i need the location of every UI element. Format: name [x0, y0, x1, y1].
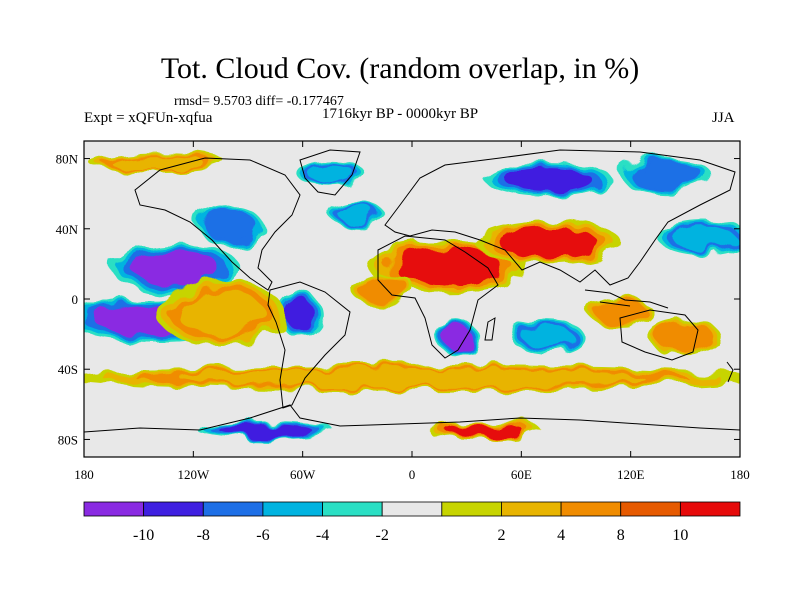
anomaly-core [306, 163, 354, 182]
colorbar-swatch [441, 501, 502, 517]
colorbar-swatch [560, 501, 622, 517]
stats-text: rmsd= 9.5703 diff= -0.177467 [174, 94, 344, 109]
anomaly-central-asia-pos [475, 220, 622, 265]
experiment-label: Expt = xQFUn-xqfua [84, 110, 213, 126]
colorbar-swatch [381, 501, 443, 517]
anomaly-siberia-neg [484, 162, 613, 198]
anomaly-south-africa-neg [437, 320, 479, 356]
colorbar-label: 10 [672, 527, 688, 544]
anomaly-north-america-neg [197, 205, 262, 246]
period-label: 1716kyr BP - 0000kyr BP [322, 106, 479, 122]
colorbar-label: -8 [197, 527, 210, 544]
colorbar-swatch [83, 501, 145, 517]
coast-greenland [299, 149, 361, 196]
anomaly-arctic-pos [88, 151, 226, 174]
y-tick-label: 40N [56, 222, 79, 237]
colorbar-swatch [679, 501, 741, 517]
y-tick-label: 40S [58, 362, 78, 377]
colorbar: -10 -8 -6 -4 -2 2 4 8 10 [83, 501, 741, 544]
coast-antarctica [84, 404, 740, 433]
colorbar-label: -4 [316, 527, 329, 544]
anomaly-s-indian-neg [512, 320, 586, 356]
coast-north-america [134, 157, 301, 291]
anomaly-indonesia-pos [589, 297, 654, 329]
anomaly-core [446, 424, 524, 437]
anomaly-west-africa-pos [352, 272, 417, 308]
map-title: Tot. Cloud Cov. (random overlap, in %) [160, 52, 640, 85]
colorbar-label: 8 [617, 527, 625, 544]
colorbar-label: -6 [256, 527, 269, 544]
coast-africa [377, 235, 499, 359]
anomaly-core [110, 154, 204, 170]
coast-europe-asia [384, 149, 736, 286]
colorbar-label: -2 [376, 527, 389, 544]
x-tick-label: 120W [177, 467, 210, 482]
x-tick-label: 60W [290, 467, 316, 482]
x-tick-label: 60E [511, 467, 532, 482]
anomaly-amazon-neg [276, 291, 322, 335]
anomaly-core [523, 325, 574, 350]
anomaly-core [362, 278, 407, 303]
anomaly-north-atlantic-neg [330, 201, 385, 228]
coast-new-zealand [726, 361, 734, 383]
anomaly-n-pacific-neg [658, 220, 740, 256]
colorbar-label: 2 [497, 527, 505, 544]
anomaly-australia-pos [648, 320, 722, 356]
colorbar-swatch [143, 501, 204, 517]
x-tick-label: 120E [617, 467, 645, 482]
anomaly-core [283, 298, 315, 328]
colorbar-label: 4 [557, 527, 565, 544]
coastlines [84, 149, 740, 433]
anomaly-core [499, 227, 599, 258]
anomaly-greenland-neg [295, 159, 365, 186]
coast-madagascar [484, 317, 496, 341]
season-label: JJA [712, 110, 735, 126]
coast-south-america [267, 281, 351, 409]
anomaly-core [208, 211, 252, 239]
anomaly-core [177, 290, 265, 336]
y-tick-label: 0 [72, 292, 79, 307]
y-tick-label: 80S [58, 432, 78, 447]
y-tick-label: 80N [56, 152, 79, 167]
x-tick-label: 180 [74, 467, 94, 482]
coast-indonesia [584, 289, 669, 309]
anomaly-regions [84, 151, 740, 440]
axis-ticks: 180 120W 60W 0 60E 120E 180 80N 40N 0 40S 80S [56, 141, 750, 482]
colorbar-swatch [620, 501, 681, 517]
anomaly-core [443, 325, 472, 350]
x-tick-label: 180 [730, 467, 750, 482]
colorbar-swatch [202, 501, 264, 517]
anomaly-east-pacific-outer-pos [156, 280, 285, 346]
anomaly-core [219, 424, 313, 437]
x-tick-label: 0 [409, 467, 416, 482]
anomaly-antarctic-coast-neg [197, 421, 335, 440]
colorbar-swatch [262, 501, 323, 517]
coast-australia [619, 309, 699, 361]
colorbar-label: -10 [133, 527, 154, 544]
colorbar-swatch [322, 501, 383, 517]
anomaly-core [660, 325, 711, 350]
anomaly-core [338, 205, 376, 224]
anomaly-core [131, 249, 219, 286]
map-field [84, 141, 740, 457]
anomaly-core [636, 164, 699, 189]
anomaly-antarctic-coast-pos [427, 421, 542, 440]
anomaly-core [505, 167, 593, 192]
anomaly-core [672, 225, 735, 250]
anomaly-core [599, 302, 644, 324]
anomaly-ne-siberia-neg [621, 158, 713, 194]
anomaly-core [179, 369, 645, 387]
anomaly-subtropical-n-pacific-neg [111, 241, 239, 294]
colorbar-swatch [501, 501, 562, 517]
anomaly-core [394, 249, 503, 286]
anomaly-southern-ocean-pos [84, 364, 740, 392]
